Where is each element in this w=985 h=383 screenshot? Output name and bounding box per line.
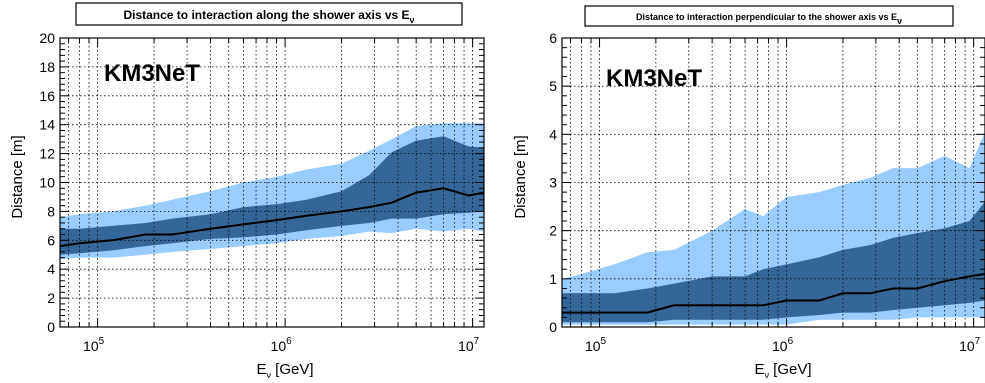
y-tick-label: 6	[549, 30, 557, 46]
y-tick-label: 6	[47, 232, 55, 248]
y-tick-label: 14	[39, 117, 55, 133]
x-tick-label: 107	[458, 336, 480, 354]
x-tick-label: 106	[271, 336, 293, 354]
grid	[60, 38, 484, 327]
title-box	[584, 5, 954, 27]
y-tick-label: 1	[549, 271, 557, 287]
y-tick-label: 12	[39, 146, 55, 162]
experiment-label: KM3NeT	[606, 65, 702, 92]
y-tick-label: 2	[47, 290, 55, 306]
x-ticks	[68, 38, 474, 327]
y-axis-label: Distance [m]	[512, 135, 529, 218]
y-tick-label: 0	[549, 319, 557, 335]
x-tick-label: 107	[959, 336, 981, 354]
y-tick-label: 3	[549, 175, 557, 191]
y-tick-label: 18	[39, 59, 55, 75]
x-axis-label: Eν [GeV]	[256, 361, 313, 380]
y-tick-label: 8	[47, 203, 55, 219]
grid	[562, 38, 985, 327]
y-tick-label: 5	[549, 78, 557, 94]
plot-area: 0 1 2 3 4 5 6 105 106 107	[549, 30, 985, 354]
x-axis-label: Eν [GeV]	[754, 361, 811, 380]
x-tick-label: 106	[772, 336, 794, 354]
x-tick-label: 105	[585, 336, 607, 354]
y-tick-label: 2	[549, 223, 557, 239]
median-line	[59, 187, 485, 248]
chart-title: Distance to interaction along the shower…	[123, 8, 414, 25]
chart-title: Distance to interaction perpendicular to…	[636, 12, 902, 26]
chart-panel-2: Distance to interaction perpendicular to…	[512, 5, 985, 380]
plot-area: 0 2 4 6 8 10 12 14 16 18 20 105 106 107	[39, 30, 485, 354]
x-tick-label: 105	[83, 336, 105, 354]
x-ticks	[570, 38, 975, 327]
y-axis-label: Distance [m]	[9, 135, 26, 218]
y-tick-label: 16	[39, 88, 55, 104]
median-line	[562, 273, 985, 314]
inner-band	[60, 136, 484, 255]
chart-panel-1: Distance to interaction along the shower…	[9, 2, 485, 380]
title-box	[75, 2, 463, 26]
experiment-label: KM3NeT	[104, 60, 200, 87]
y-tick-label: 10	[39, 175, 55, 191]
y-tick-label: 20	[39, 30, 55, 46]
y-ticks	[60, 37, 484, 328]
y-tick-label: 4	[549, 126, 557, 142]
y-ticks	[562, 37, 985, 328]
y-tick-label: 4	[47, 261, 55, 277]
y-tick-label: 0	[47, 319, 55, 335]
